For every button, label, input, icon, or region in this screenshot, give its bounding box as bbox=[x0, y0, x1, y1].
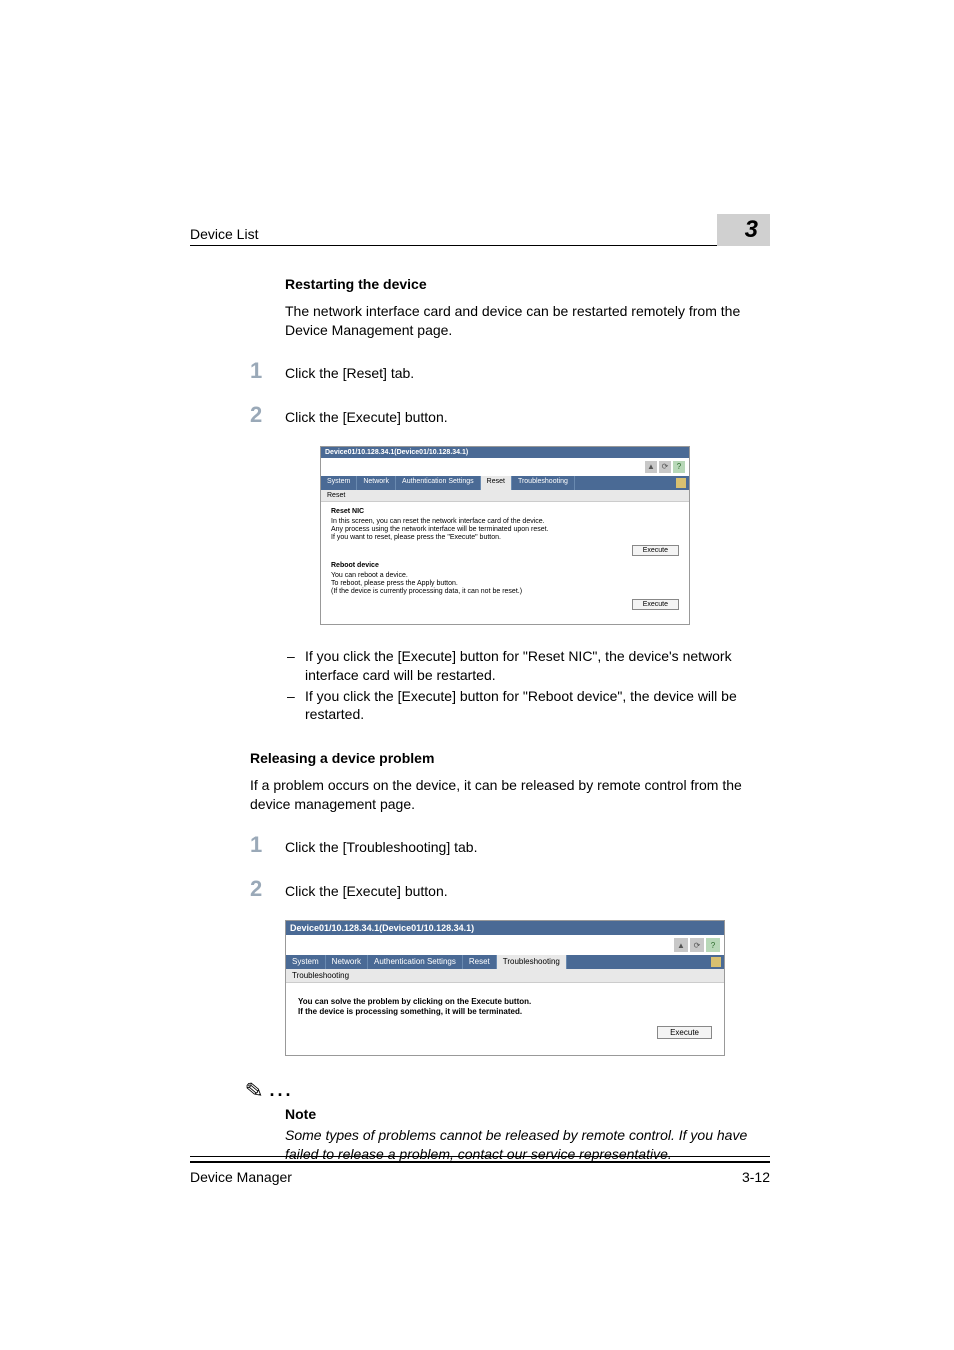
tab-reset[interactable]: Reset bbox=[463, 955, 497, 969]
step-number: 1 bbox=[190, 358, 285, 384]
tab-reset[interactable]: Reset bbox=[481, 476, 512, 490]
ss-text: To reboot, please press the Apply button… bbox=[331, 580, 679, 587]
ss-text: (If the device is currently processing d… bbox=[331, 588, 679, 595]
execute-button[interactable]: Execute bbox=[657, 1026, 712, 1039]
bullet-dash: – bbox=[285, 687, 305, 725]
ss-text: In this screen, you can reset the networ… bbox=[331, 518, 679, 525]
note-icon: ✎ bbox=[244, 1077, 265, 1105]
header-section: Device List bbox=[190, 226, 258, 242]
note-dots: ... bbox=[269, 1080, 293, 1101]
bullet-text: If you click the [Execute] button for "R… bbox=[305, 647, 770, 685]
refresh-icon[interactable]: ⟳ bbox=[690, 938, 704, 952]
up-icon[interactable]: ▲ bbox=[645, 461, 657, 473]
ss-heading: Reset NIC bbox=[331, 508, 679, 515]
footer-page: 3-12 bbox=[742, 1169, 770, 1185]
releasing-title: Releasing a device problem bbox=[250, 750, 770, 766]
tab-auth[interactable]: Authentication Settings bbox=[396, 476, 481, 490]
execute-button[interactable]: Execute bbox=[632, 599, 679, 610]
step-text: Click the [Execute] button. bbox=[285, 883, 770, 899]
step-number: 1 bbox=[190, 832, 285, 858]
troubleshooting-screenshot: Device01/10.128.34.1(Device01/10.128.34.… bbox=[285, 920, 725, 1056]
releasing-body: If a problem occurs on the device, it ca… bbox=[250, 776, 770, 814]
chapter-number: 3 bbox=[717, 214, 770, 246]
help-icon[interactable]: ? bbox=[706, 938, 720, 952]
tab-network[interactable]: Network bbox=[326, 955, 368, 969]
tab-system[interactable]: System bbox=[321, 476, 357, 490]
tab-system[interactable]: System bbox=[286, 955, 326, 969]
ss-window-title: Device01/10.128.34.1(Device01/10.128.34.… bbox=[321, 447, 689, 458]
subtab-reset[interactable]: Reset bbox=[321, 490, 689, 502]
reset-screenshot: Device01/10.128.34.1(Device01/10.128.34.… bbox=[320, 446, 690, 625]
lock-icon bbox=[676, 478, 686, 488]
ss-heading: Reboot device bbox=[331, 562, 679, 569]
ss-text: Any process using the network interface … bbox=[331, 526, 679, 533]
help-icon[interactable]: ? bbox=[673, 461, 685, 473]
restarting-title: Restarting the device bbox=[285, 276, 770, 292]
note-text: Some types of problems cannot be release… bbox=[285, 1126, 770, 1164]
bullet-dash: – bbox=[285, 647, 305, 685]
ss-text: You can solve the problem by clicking on… bbox=[298, 997, 712, 1006]
note-label: Note bbox=[285, 1106, 770, 1122]
tab-network[interactable]: Network bbox=[357, 476, 396, 490]
up-icon[interactable]: ▲ bbox=[674, 938, 688, 952]
ss-text: You can reboot a device. bbox=[331, 572, 679, 579]
step-text: Click the [Execute] button. bbox=[285, 409, 770, 425]
ss-text: If the device is processing something, i… bbox=[298, 1007, 712, 1016]
ss-window-title: Device01/10.128.34.1(Device01/10.128.34.… bbox=[286, 921, 724, 935]
step-text: Click the [Troubleshooting] tab. bbox=[285, 839, 770, 855]
step-number: 2 bbox=[190, 876, 285, 902]
execute-button[interactable]: Execute bbox=[632, 545, 679, 556]
restarting-body: The network interface card and device ca… bbox=[285, 302, 770, 340]
step-number: 2 bbox=[190, 402, 285, 428]
tab-auth[interactable]: Authentication Settings bbox=[368, 955, 463, 969]
bullet-text: If you click the [Execute] button for "R… bbox=[305, 687, 770, 725]
tab-troubleshooting[interactable]: Troubleshooting bbox=[497, 955, 567, 969]
ss-text: If you want to reset, please press the "… bbox=[331, 534, 679, 541]
refresh-icon[interactable]: ⟳ bbox=[659, 461, 671, 473]
tab-troubleshooting[interactable]: Troubleshooting bbox=[512, 476, 575, 490]
footer-product: Device Manager bbox=[190, 1169, 292, 1185]
step-text: Click the [Reset] tab. bbox=[285, 365, 770, 381]
subtab-troubleshooting[interactable]: Troubleshooting bbox=[286, 969, 724, 983]
lock-icon bbox=[711, 957, 721, 967]
